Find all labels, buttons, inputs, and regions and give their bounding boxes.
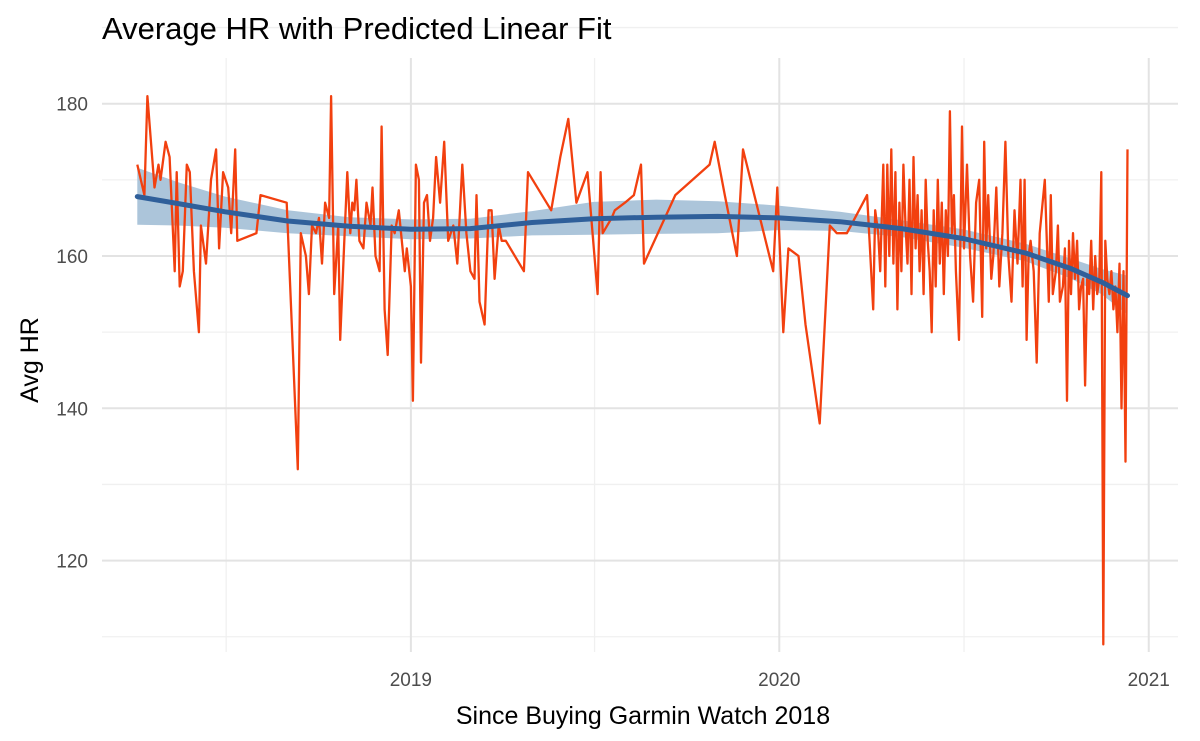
minor-gridlines-y [102,26,1178,638]
fit-series-layer [134,194,1130,299]
x-tick-label: 2020 [758,670,800,691]
y-tick-label: 120 [56,552,88,573]
confidence-band-layer [137,167,1128,315]
y-tick-labels: 120 140 160 180 [56,95,88,573]
major-gridlines-x [409,58,1150,652]
observed-series-layer [136,94,1129,646]
minor-gridlines-x [225,58,965,652]
y-tick-label: 180 [56,95,88,116]
x-tick-label: 2021 [1128,670,1170,691]
fitted-trend-line [134,194,1130,299]
y-tick-label: 160 [56,247,88,268]
y-tick-label: 140 [56,399,88,420]
confidence-band [137,167,1128,315]
chart-title: Average HR with Predicted Linear Fit [102,11,612,46]
y-axis-title: Avg HR [16,317,44,403]
x-tick-label: 2019 [390,670,432,691]
x-tick-labels: 2019 2020 2021 [390,670,1170,691]
observed-hr-line [136,94,1129,646]
x-axis-title: Since Buying Garmin Watch 2018 [456,702,830,730]
